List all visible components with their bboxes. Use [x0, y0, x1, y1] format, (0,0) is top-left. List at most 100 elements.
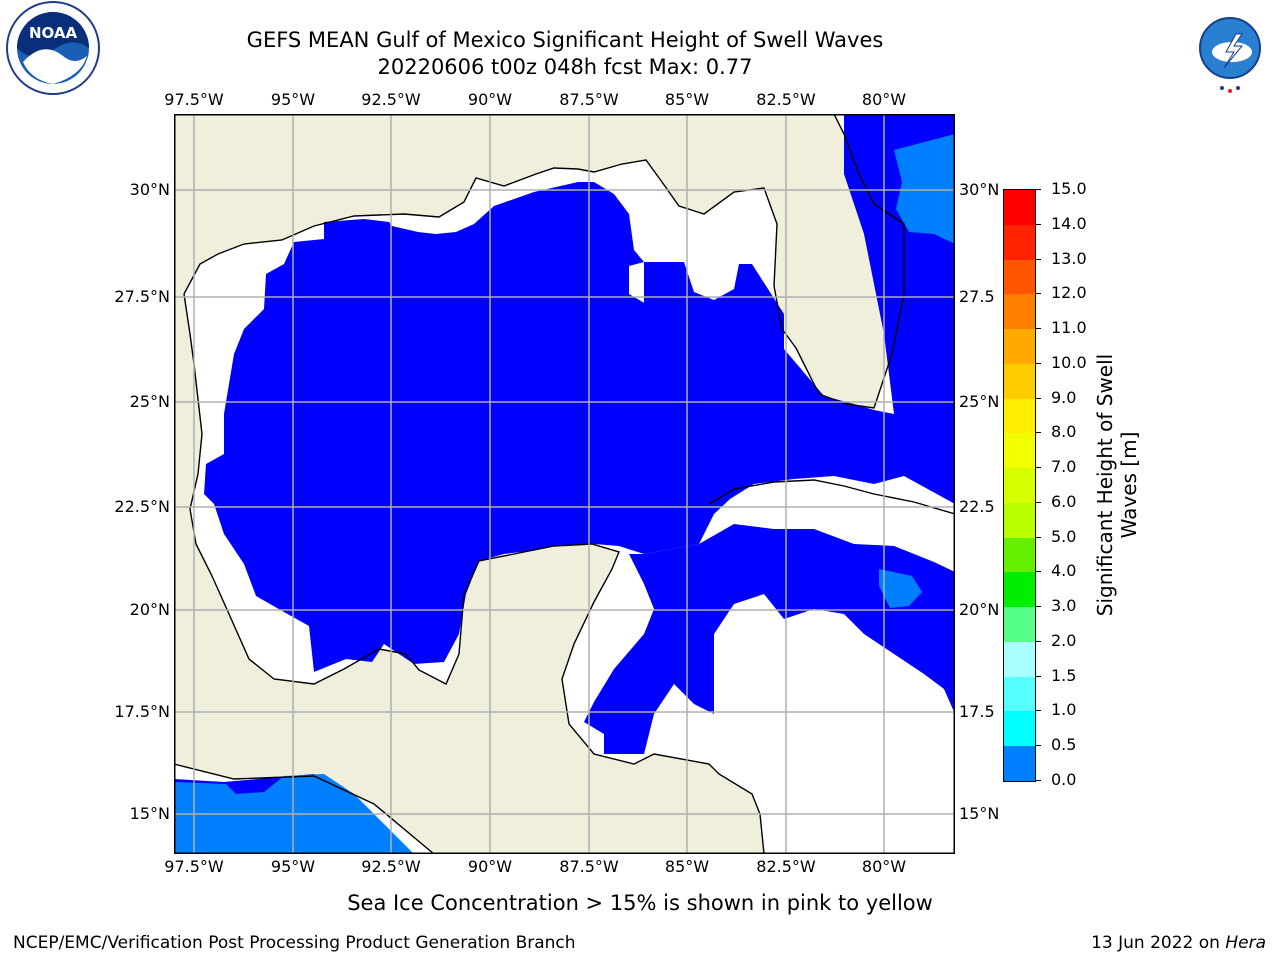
colorbar-segment [1004, 190, 1035, 226]
colorbar-tick-mark [1035, 606, 1041, 608]
colorbar-segment [1004, 329, 1035, 365]
colorbar-tick-label: 7.0 [1051, 457, 1077, 477]
colorbar-tick-mark [1035, 571, 1041, 573]
lat-label-left: 15°N [129, 804, 170, 823]
colorbar-tick-label: 14.0 [1051, 213, 1087, 233]
colorbar-segment [1004, 294, 1035, 330]
colorbar-segment [1004, 224, 1035, 260]
colorbar-segment [1004, 398, 1035, 434]
lat-label-right: 17.5 [959, 702, 995, 721]
lat-label-left: 30°N [129, 180, 170, 199]
colorbar-tick-mark [1035, 675, 1041, 677]
lat-label-left: 17.5°N [114, 702, 170, 721]
colorbar-segment [1004, 259, 1035, 295]
colorbar-segment [1004, 502, 1035, 539]
lon-label-bottom: 90°W [467, 857, 513, 876]
lon-label-top: 87.5°W [559, 90, 619, 109]
colorbar-tick-label: 9.0 [1051, 387, 1077, 407]
coastline [173, 113, 956, 855]
lat-label-left: 20°N [129, 600, 170, 619]
footer-date: 13 Jun 2022 on Hera [1091, 933, 1266, 953]
lon-label-bottom: 82.5°W [756, 857, 816, 876]
lon-label-top: 82.5°W [756, 90, 816, 109]
map-canvas [173, 113, 956, 855]
footer-host: Hera [1225, 933, 1266, 953]
lat-label-left: 22.5°N [114, 497, 170, 516]
colorbar-segment [1004, 433, 1035, 469]
colorbar-tick-label: 5.0 [1051, 526, 1077, 546]
footer-date-text: 13 Jun 2022 on [1091, 933, 1226, 953]
lat-label-right: 20°N [959, 600, 1000, 619]
swell-0-0.5-caribbean [584, 524, 955, 754]
lon-label-top: 85°W [664, 90, 710, 109]
lat-label-right: 15°N [959, 804, 1000, 823]
colorbar-tick-mark [1035, 710, 1041, 712]
colorbar-title-line1: Significant Height of Swell [1093, 353, 1117, 617]
colorbar-tick-mark [1035, 501, 1041, 503]
lat-label-right: 30°N [959, 180, 1000, 199]
colorbar-tick-label: 13.0 [1051, 248, 1087, 268]
colorbar-segment [1004, 537, 1035, 573]
colorbar-segment [1004, 607, 1035, 643]
colorbar-tick-mark [1035, 189, 1041, 190]
colorbar-tick-label: 1.0 [1051, 700, 1077, 720]
map-frame [174, 114, 955, 854]
colorbar-tick-mark [1035, 328, 1041, 330]
swell-0.5-1.0-caribbean [879, 569, 922, 608]
lat-label-left: 27.5°N [114, 287, 170, 306]
colorbar-tick-label: 8.0 [1051, 422, 1077, 442]
colorbar-tick-label: 3.0 [1051, 596, 1077, 616]
footer-credit: NCEP/EMC/Verification Post Processing Pr… [13, 933, 576, 953]
lon-label-bottom: 80°W [861, 857, 907, 876]
colorbar-tick-mark [1035, 362, 1041, 364]
colorbar-tick-mark [1035, 397, 1041, 399]
lon-label-top: 80°W [861, 90, 907, 109]
map-title: GEFS MEAN Gulf of Mexico Significant Hei… [246, 28, 884, 52]
colorbar-tick-label: 4.0 [1051, 561, 1077, 581]
nws-logo [1180, 0, 1280, 100]
colorbar-tick-label: 2.0 [1051, 630, 1077, 650]
map-panel [173, 113, 956, 855]
colorbar-segment [1004, 676, 1035, 712]
colorbar-tick-label: 11.0 [1051, 318, 1087, 338]
swell-0.5-1.0-atlantic [894, 134, 955, 244]
lat-label-right: 25°N [959, 392, 1000, 411]
colorbar-tick-labels: 15.0 14.0 13.0 12.0 11.0 10.0 9.0 8.0 7.0 6.0 5.0 4… [1035, 179, 1095, 789]
lon-label-bottom: 85°W [664, 857, 710, 876]
colorbar-tick-mark [1035, 536, 1041, 538]
graticule [174, 114, 955, 854]
colorbar-segment [1004, 746, 1035, 782]
colorbar-tick-label: 15.0 [1051, 179, 1087, 198]
colorbar [1003, 189, 1036, 782]
colorbar-segment [1004, 711, 1035, 747]
colorbar-tick-label: 6.0 [1051, 491, 1077, 511]
colorbar-tick-label: 10.0 [1051, 352, 1087, 372]
colorbar-tick-mark [1035, 467, 1041, 469]
colorbar-tick-label: 12.0 [1051, 283, 1087, 303]
colorbar-tick-mark [1035, 745, 1041, 747]
noaa-logo: NOAA [3, 0, 103, 100]
colorbar-tick-mark [1035, 640, 1041, 642]
colorbar-tick-label: 0.5 [1051, 735, 1077, 755]
colorbar-tick-mark [1035, 780, 1041, 781]
lon-label-top: 97.5°W [164, 90, 224, 109]
colorbar-tick-mark [1035, 293, 1041, 295]
lat-label-right: 27.5 [959, 287, 995, 306]
colorbar-tick-mark [1035, 223, 1041, 225]
colorbar-segment [1004, 641, 1035, 678]
colorbar-tick-label: 0.0 [1051, 770, 1077, 789]
colorbar-tick-mark [1035, 432, 1041, 434]
colorbar-title-line2: Waves [m] [1117, 431, 1141, 539]
colorbar-segment [1004, 468, 1035, 504]
lon-label-top: 90°W [467, 90, 513, 109]
lat-label-right: 22.5 [959, 497, 995, 516]
lon-label-bottom: 95°W [270, 857, 316, 876]
map-subtitle: 20220606 t00z 048h fcst Max: 0.77 [377, 55, 753, 79]
svg-text:NOAA: NOAA [29, 24, 78, 42]
colorbar-segment [1004, 363, 1035, 400]
lon-label-top: 95°W [270, 90, 316, 109]
colorbar-tick-mark [1035, 258, 1041, 260]
lon-label-top: 92.5°W [361, 90, 421, 109]
lat-label-left: 25°N [129, 392, 170, 411]
colorbar-segment [1004, 572, 1035, 608]
